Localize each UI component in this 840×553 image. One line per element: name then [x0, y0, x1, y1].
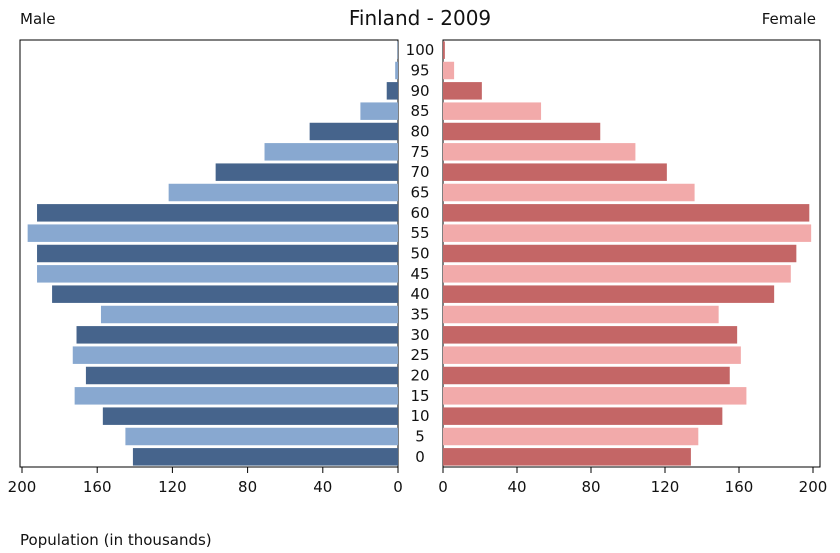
age-label: 65	[410, 184, 429, 202]
male-bar	[37, 265, 398, 283]
female-bar	[443, 102, 542, 120]
female-bar	[443, 163, 667, 181]
male-bar	[100, 305, 399, 324]
male-bar	[52, 285, 398, 303]
male-bar	[27, 224, 398, 242]
female-bar	[443, 122, 601, 141]
x-tick-label-right: 160	[725, 478, 754, 496]
female-bar	[443, 285, 775, 303]
age-label: 50	[410, 245, 429, 263]
female-bar	[443, 265, 791, 283]
male-bar	[125, 427, 399, 446]
female-bar	[443, 366, 730, 385]
x-tick-label-right: 40	[507, 478, 526, 496]
male-bar	[132, 448, 399, 466]
male-bar	[309, 122, 398, 141]
male-bar	[37, 244, 398, 263]
male-bar	[215, 163, 398, 181]
male-bar	[76, 326, 399, 344]
female-bar	[443, 143, 636, 161]
x-tick-label-left: 160	[83, 478, 112, 496]
male-bar	[397, 41, 398, 59]
x-tick-label-right: 200	[799, 478, 828, 496]
age-label: 45	[410, 265, 429, 283]
x-tick-label-right: 0	[438, 478, 448, 496]
female-bar	[443, 183, 695, 202]
age-label: 15	[410, 387, 429, 405]
male-bar	[395, 61, 398, 80]
female-bar	[443, 224, 812, 242]
age-label: 25	[410, 346, 429, 364]
male-bar	[360, 102, 398, 120]
female-bar	[443, 82, 482, 100]
age-label: 40	[410, 285, 429, 303]
x-tick-label-right: 120	[651, 478, 680, 496]
x-tick-label-left: 80	[238, 478, 257, 496]
age-label: 85	[410, 102, 429, 120]
age-label: 70	[410, 163, 429, 181]
male-bar	[264, 143, 398, 161]
x-tick-label-left: 0	[393, 478, 403, 496]
age-label: 75	[410, 143, 429, 161]
male-label: Male	[20, 10, 56, 28]
female-bar	[443, 41, 445, 59]
age-label: 95	[410, 62, 429, 80]
age-label: 20	[410, 367, 429, 385]
female-bar	[443, 61, 455, 80]
female-bar	[443, 448, 691, 466]
x-tick-label-left: 40	[313, 478, 332, 496]
chart-title: Finland - 2009	[348, 6, 492, 30]
age-label: 10	[410, 407, 429, 425]
age-label: 60	[410, 204, 429, 222]
female-bar	[443, 204, 810, 222]
male-bar	[85, 366, 399, 385]
male-bar	[74, 387, 398, 405]
age-label: 55	[410, 224, 429, 242]
female-bar	[443, 427, 699, 446]
age-label: 80	[410, 123, 429, 141]
age-label: 0	[415, 448, 425, 466]
female-label: Female	[761, 10, 816, 28]
female-bar	[443, 407, 723, 425]
female-bar	[443, 346, 741, 364]
male-bar	[72, 346, 398, 364]
age-label: 35	[410, 306, 429, 324]
x-tick-label-right: 80	[581, 478, 600, 496]
x-tick-label-left: 200	[8, 478, 37, 496]
age-label: 90	[410, 82, 429, 100]
age-label: 100	[406, 41, 435, 59]
age-label: 30	[410, 326, 429, 344]
age-label: 5	[415, 428, 425, 446]
male-bar	[102, 407, 398, 425]
x-tick-label-left: 120	[158, 478, 187, 496]
male-bar	[386, 82, 398, 100]
male-bar	[168, 183, 398, 202]
female-bar	[443, 305, 719, 324]
male-bar	[37, 204, 398, 222]
female-bar	[443, 387, 747, 405]
female-bar	[443, 244, 797, 263]
female-bar	[443, 326, 738, 344]
x-axis-label: Population (in thousands)	[20, 531, 212, 549]
